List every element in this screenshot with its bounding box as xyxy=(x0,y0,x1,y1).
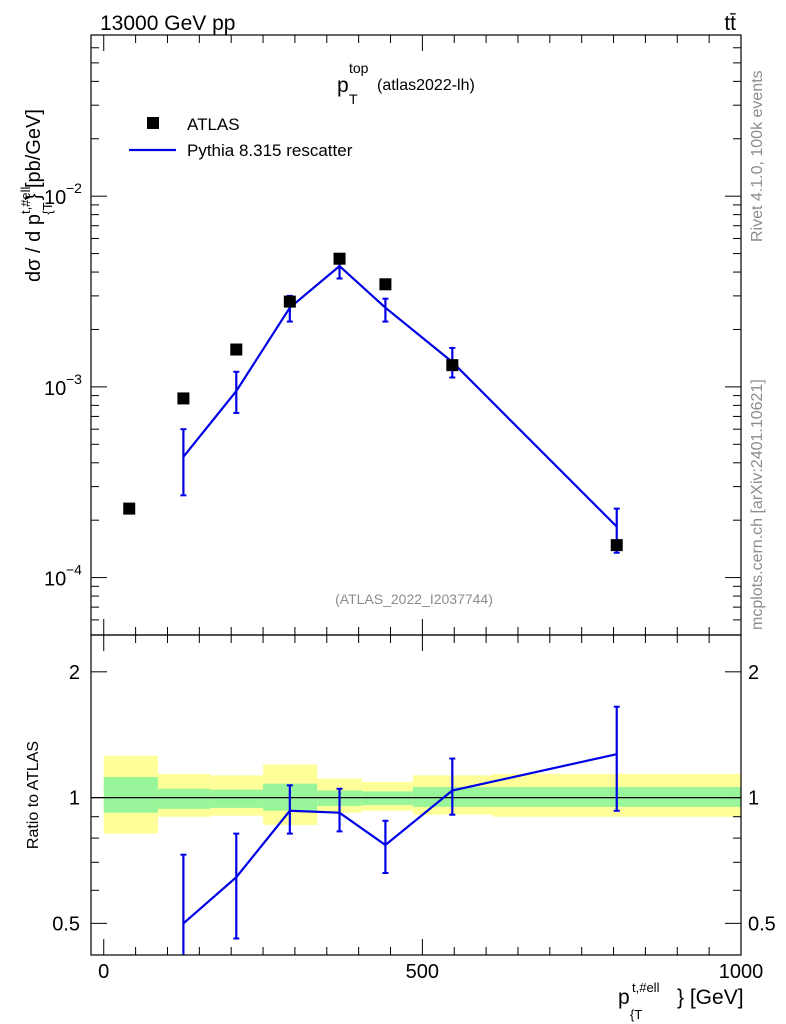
ratio-plot-panel: 0 500 1000 0.5 0.5 1 1 2 2 Ratio to ATLAS p t,#e… xyxy=(25,634,776,1022)
rivet-label: Rivet 4.1.0, 100k events xyxy=(749,70,766,242)
y-tick-label: 10 xyxy=(44,378,66,400)
ratio-plot-frame xyxy=(90,634,742,956)
ylabel-main: dσ / d p xyxy=(23,214,45,282)
stat-band-inner xyxy=(157,788,211,809)
x-tick-label: 0 xyxy=(98,961,109,983)
ylabel-sub: {T xyxy=(40,202,55,214)
ratio-y-tick-label-right: 0.5 xyxy=(748,913,776,935)
legend-label-pythia: Pythia 8.315 rescatter xyxy=(187,141,353,160)
process-label: tt̄ xyxy=(724,12,736,35)
legend-marker-atlas xyxy=(147,117,159,129)
y-axis-label: dσ / d pt,#ell {T } [pb/GeV] xyxy=(18,109,55,282)
title-subscript: T xyxy=(349,91,358,107)
ratio-y-tick-label-right: 2 xyxy=(748,662,759,684)
data-point xyxy=(446,359,459,372)
data-point xyxy=(283,295,296,308)
energy-label: 13000 GeV pp xyxy=(100,12,235,35)
stat-band-inner xyxy=(103,777,158,813)
plot-title: p top T (atlas2022-lh) xyxy=(337,60,475,107)
ratio-y-tick-label-left: 2 xyxy=(69,662,80,684)
ratio-y-tick-label-right: 1 xyxy=(748,788,759,810)
ratio-y-tick-label-left: 1 xyxy=(69,788,80,810)
data-point xyxy=(610,539,623,552)
y-tick-label-exponent: −3 xyxy=(66,371,82,387)
ylabel-unit: } [pb/GeV] xyxy=(23,109,45,200)
y-tick-label-exponent: −2 xyxy=(66,180,82,196)
title-main: p xyxy=(337,74,349,97)
y-tick-label-exponent: −4 xyxy=(66,562,82,578)
stat-band-inner xyxy=(210,789,264,808)
xlabel-sup: t,#ell xyxy=(632,980,660,995)
legend: ATLAS Pythia 8.315 rescatter xyxy=(129,115,353,160)
y-tick-label: 10 xyxy=(44,187,66,209)
data-point xyxy=(230,343,243,356)
x-tick-label: 500 xyxy=(406,961,439,983)
svg-text:dσ / d pt,#ell{T} [pb/GeV]: dσ / d pt,#ell {T } [pb/GeV] xyxy=(18,109,55,282)
xlabel-sub: {T xyxy=(630,1007,642,1022)
ratio-y-tick-label-left: 0.5 xyxy=(52,913,80,935)
main-plot-panel: 10−210−310−4 p top T (atlas2022-lh) ATLA… xyxy=(18,34,742,636)
xlabel-main: p xyxy=(618,986,630,1009)
data-point xyxy=(177,392,190,405)
x-tick-label: 1000 xyxy=(719,961,764,983)
y-tick-label: 10 xyxy=(44,569,66,591)
title-superscript: top xyxy=(349,60,369,76)
xlabel-unit: } [GeV] xyxy=(677,986,744,1009)
x-axis-label: p t,#ell {T } [GeV] xyxy=(618,980,744,1022)
data-point xyxy=(333,252,346,265)
mcplots-label: mcplots.cern.ch [arXiv:2401.10621] xyxy=(749,379,766,630)
ylabel-sup: t,#ell xyxy=(18,186,33,214)
data-point xyxy=(379,278,392,291)
ratio-ylabel: Ratio to ATLAS xyxy=(25,741,42,849)
analysis-id: (ATLAS_2022_I2037744) xyxy=(335,591,493,607)
data-point xyxy=(123,502,136,515)
mc-line xyxy=(182,264,618,528)
legend-label-atlas: ATLAS xyxy=(187,115,240,134)
title-tag: (atlas2022-lh) xyxy=(377,77,475,94)
